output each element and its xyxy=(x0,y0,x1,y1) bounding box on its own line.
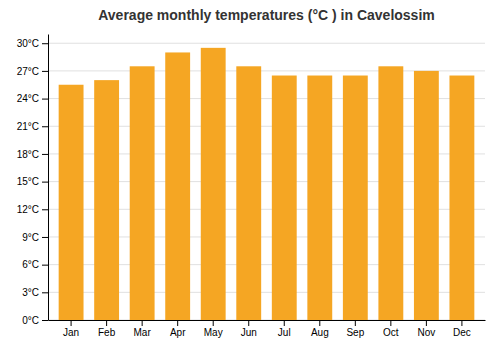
y-axis-line xyxy=(48,35,49,321)
x-tick-label: Dec xyxy=(453,327,471,338)
y-tick-label: 12°C xyxy=(17,204,39,215)
y-tick-label: 9°C xyxy=(22,232,39,243)
x-tick: Nov xyxy=(417,320,435,338)
y-tick-label: 18°C xyxy=(17,149,39,160)
title: Average monthly temperatures (°C ) in Ca… xyxy=(98,7,435,23)
y-axis: 0°C 3°C 6°C 9°C 12°C 15°C 18°C 21°C 24°C 27°C 30°C xyxy=(17,35,49,326)
x-tick-mark xyxy=(355,320,356,326)
y-tick: 24°C xyxy=(17,93,48,104)
y-tick-label: 30°C xyxy=(17,38,39,49)
x-axis: Jan Feb Mar Apr May Jun Jul Aug Sep Oct Nov Dec xyxy=(49,320,486,338)
y-tick-label: 15°C xyxy=(17,176,39,187)
x-tick-label: Jul xyxy=(278,327,291,338)
y-tick: 9°C xyxy=(22,232,48,243)
y-tick-label: 6°C xyxy=(22,259,39,270)
bar xyxy=(94,80,119,320)
x-tick-mark xyxy=(106,320,107,326)
y-tick: 18°C xyxy=(17,149,48,160)
x-tick-mark xyxy=(213,320,214,326)
x-tick: Oct xyxy=(383,320,399,338)
y-tick: 6°C xyxy=(22,259,48,270)
y-tick-mark xyxy=(42,99,48,100)
x-tick: Feb xyxy=(98,320,116,338)
y-tick-label: 3°C xyxy=(22,287,39,298)
y-tick-mark xyxy=(42,182,48,183)
y-tick: 27°C xyxy=(17,66,48,77)
chart-svg: Jan Feb Mar Apr May Jun Jul Aug Sep Oct Nov Dec 0°C 3… xyxy=(0,0,500,350)
x-tick-mark xyxy=(426,320,427,326)
x-tick-label: Feb xyxy=(98,327,116,338)
bar xyxy=(130,66,155,320)
bar xyxy=(343,76,368,320)
y-tick-mark xyxy=(42,154,48,155)
x-tick-label: Sep xyxy=(346,327,364,338)
y-tick-mark xyxy=(42,237,48,238)
x-tick: Sep xyxy=(346,320,364,338)
y-tick-label: 24°C xyxy=(17,93,39,104)
bars xyxy=(59,48,475,320)
y-tick-label: 0°C xyxy=(22,315,39,326)
x-tick-mark xyxy=(71,320,72,326)
x-tick-mark xyxy=(461,320,462,326)
x-tick: May xyxy=(204,320,223,338)
bar xyxy=(201,48,226,320)
x-tick: Apr xyxy=(170,320,186,338)
y-tick-mark xyxy=(42,292,48,293)
y-tick: 12°C xyxy=(17,204,48,215)
bar xyxy=(378,66,403,320)
x-tick: Jan xyxy=(63,320,79,338)
x-tick-mark xyxy=(319,320,320,326)
bar xyxy=(165,52,190,320)
bar xyxy=(414,71,439,320)
x-tick-mark xyxy=(390,320,391,326)
x-tick: Jun xyxy=(241,320,257,338)
x-tick-mark xyxy=(284,320,285,326)
bar xyxy=(449,76,474,320)
x-tick-mark xyxy=(248,320,249,326)
y-tick-mark xyxy=(42,209,48,210)
x-tick-label: Jun xyxy=(241,327,257,338)
x-tick-label: Apr xyxy=(170,327,186,338)
x-axis-line xyxy=(49,320,486,321)
grid-line xyxy=(48,43,485,44)
y-tick: 21°C xyxy=(17,121,48,132)
x-tick-label: Nov xyxy=(417,327,435,338)
x-tick: Dec xyxy=(453,320,471,338)
x-tick-mark xyxy=(142,320,143,326)
x-tick-label: Jan xyxy=(63,327,79,338)
bar xyxy=(59,85,84,320)
y-tick: 15°C xyxy=(17,176,48,187)
bar xyxy=(307,76,332,320)
y-tick: 0°C xyxy=(22,315,48,326)
y-tick-label: 27°C xyxy=(17,66,39,77)
x-tick-label: Aug xyxy=(311,327,329,338)
bar xyxy=(236,66,261,320)
x-tick-label: Mar xyxy=(134,327,152,338)
grid xyxy=(48,43,485,320)
x-tick-label: Oct xyxy=(383,327,399,338)
x-tick: Jul xyxy=(278,320,291,338)
plot: Jan Feb Mar Apr May Jun Jul Aug Sep Oct Nov Dec 0°C 3… xyxy=(17,35,486,339)
x-tick: Aug xyxy=(311,320,329,338)
x-tick-mark xyxy=(177,320,178,326)
y-tick: 30°C xyxy=(17,38,48,49)
x-tick: Mar xyxy=(134,320,152,338)
y-tick-label: 21°C xyxy=(17,121,39,132)
y-tick: 3°C xyxy=(22,287,48,298)
y-tick-mark xyxy=(42,71,48,72)
x-tick-label: May xyxy=(204,327,223,338)
y-tick-mark xyxy=(42,126,48,127)
y-tick-mark xyxy=(42,265,48,266)
y-tick-mark xyxy=(42,43,48,44)
bar xyxy=(272,76,297,320)
y-tick-mark xyxy=(42,320,48,321)
